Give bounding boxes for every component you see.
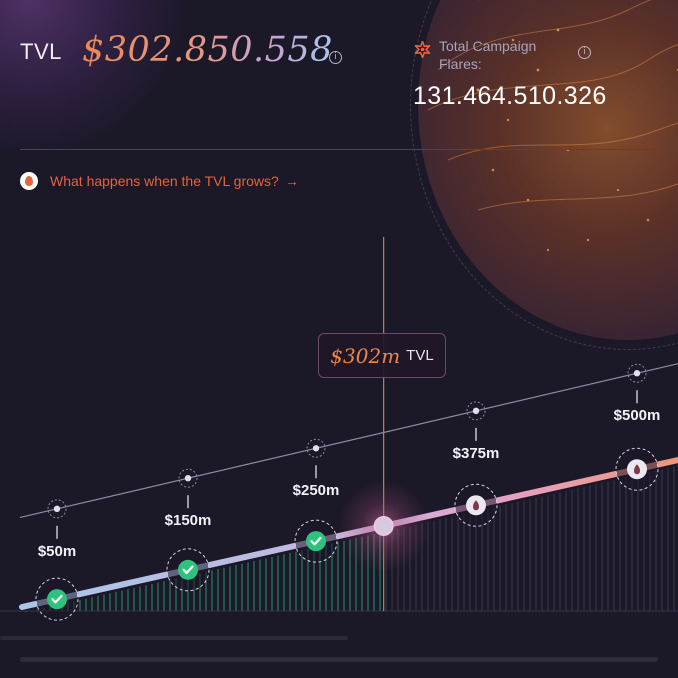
milestones bbox=[35, 363, 659, 621]
arrow-right-icon: → bbox=[284, 173, 299, 189]
reward-point bbox=[184, 474, 192, 482]
milestone-label: $50m bbox=[37, 542, 77, 560]
reward-point bbox=[312, 445, 320, 452]
reward-point bbox=[53, 505, 61, 513]
tvl-growth-link-text: What happens when the TVL grows? bbox=[50, 173, 279, 189]
current-tvl-unit: TVL bbox=[406, 347, 434, 364]
check-icon bbox=[310, 536, 322, 546]
milestone-label: $375m bbox=[452, 444, 500, 462]
flares-label: Total Campaign Flares: bbox=[439, 38, 537, 72]
reward-line bbox=[19, 363, 678, 519]
tvl-value: $302.850.558 bbox=[82, 30, 333, 70]
tvl-growth-link[interactable]: What happens when the TVL grows? → bbox=[20, 172, 299, 190]
reward-point bbox=[472, 407, 480, 415]
reward-line-path bbox=[19, 363, 678, 519]
globe-texture bbox=[427, 0, 678, 252]
milestone-label: $500m bbox=[613, 407, 661, 425]
check-icon bbox=[182, 565, 194, 575]
current-tvl-marker bbox=[337, 237, 430, 611]
milestone-label: $150m bbox=[164, 512, 212, 530]
current-tvl-dot bbox=[373, 515, 394, 536]
scroll-track[interactable] bbox=[0, 636, 348, 640]
reward-point-ring bbox=[47, 499, 67, 519]
reward-point-ring bbox=[627, 363, 647, 383]
reward-point-ring bbox=[306, 438, 326, 458]
tvl-label: TVL bbox=[20, 39, 62, 64]
flares-value: 131.464.510.326 bbox=[413, 82, 607, 110]
info-icon[interactable]: i bbox=[329, 51, 342, 64]
current-tvl-value: $302m bbox=[330, 343, 401, 368]
divider bbox=[20, 149, 658, 150]
current-tvl-tooltip: $302m TVL bbox=[318, 333, 446, 378]
flame-drop-icon bbox=[20, 172, 38, 190]
reward-point bbox=[633, 370, 641, 377]
flare-star-icon bbox=[414, 41, 431, 58]
check-icon bbox=[51, 594, 63, 604]
info-icon[interactable]: i bbox=[578, 46, 591, 59]
reward-point-ring bbox=[466, 401, 486, 421]
milestone-label: $250m bbox=[292, 482, 340, 500]
flame-drop-icon bbox=[634, 464, 640, 475]
flame-drop-icon bbox=[473, 500, 479, 511]
reward-point-ring bbox=[178, 468, 198, 488]
progress-track bbox=[20, 657, 658, 662]
